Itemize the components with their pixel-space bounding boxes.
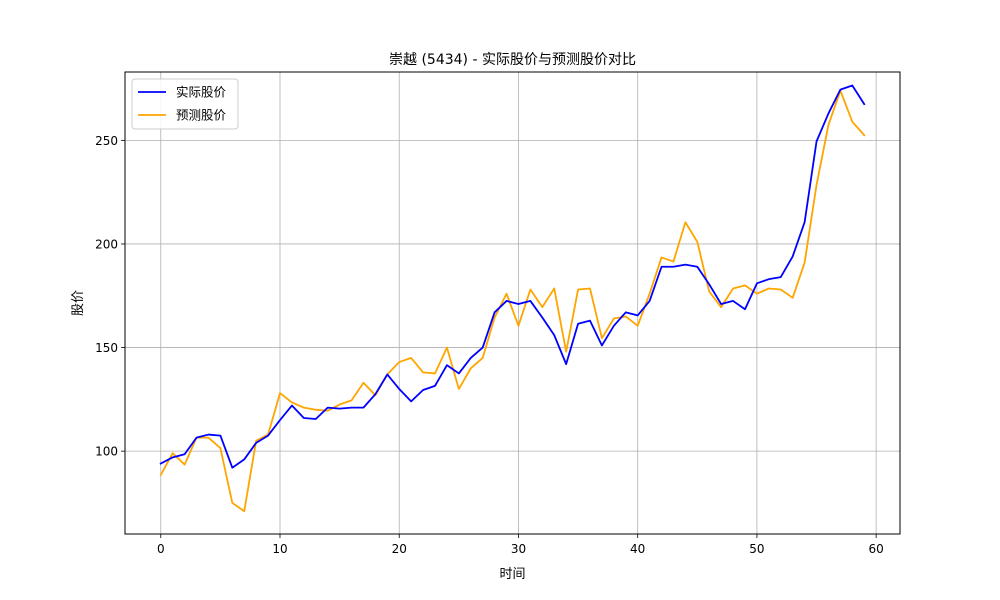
x-tick-label: 30 (511, 542, 526, 556)
predicted-price-line (159, 89, 866, 513)
legend-label-actual: 实际股价 (176, 85, 227, 100)
ticks: 0 10 20 30 40 50 60 100 150 200 250 (95, 134, 884, 556)
x-axis-label: 时间 (499, 567, 525, 582)
y-tick-label: 250 (95, 134, 118, 148)
x-tick-label: 10 (272, 542, 287, 556)
x-tick-label: 50 (749, 542, 764, 556)
chart-title: 崇越 (5434) - 实际股价与预测股价对比 (389, 52, 636, 68)
y-tick-label: 200 (95, 237, 118, 251)
x-tick-label: 20 (392, 542, 407, 556)
legend-label-predicted: 预测股价 (176, 108, 227, 123)
y-axis-label: 股价 (71, 290, 86, 316)
series-layer (159, 84, 866, 513)
actual-price-line (159, 84, 866, 469)
plot-frame (124, 71, 901, 535)
y-tick-label: 100 (95, 445, 118, 459)
x-tick-label: 0 (157, 542, 165, 556)
y-tick-label: 150 (95, 341, 118, 355)
x-tick-label: 40 (630, 542, 645, 556)
x-tick-label: 60 (869, 542, 884, 556)
legend: 实际股价 预测股价 (131, 78, 239, 130)
